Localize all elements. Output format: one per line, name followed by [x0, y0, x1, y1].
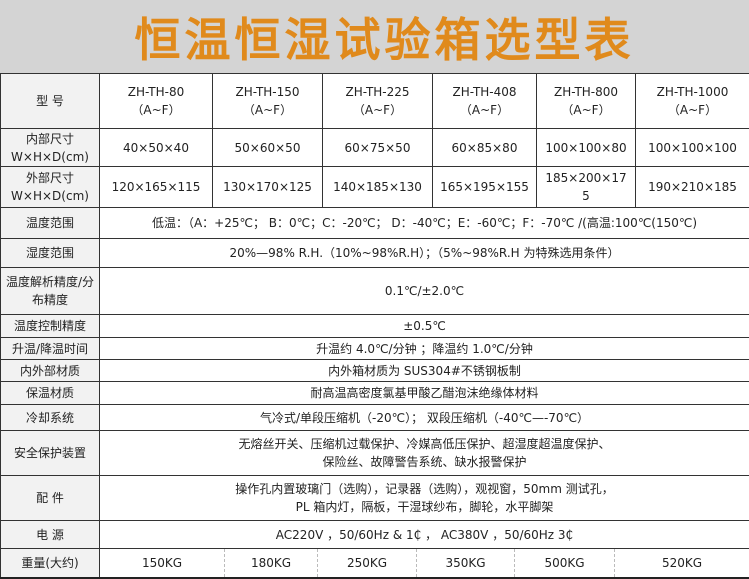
- model-sub: （A~F）: [131, 103, 181, 117]
- row-label: 安全保护装置: [0, 430, 100, 476]
- label-line: W×H×D(cm): [11, 189, 89, 203]
- spec-row: 湿度范围 20%—98% R.H.（10%~98%R.H）；（5%~98%R.H …: [0, 238, 749, 268]
- row-label: 保温材质: [0, 381, 100, 405]
- spec-row: 温度范围 低温：（A：+25℃； B：0℃；C：-20℃； D：-40℃；E：-6…: [0, 207, 749, 239]
- row-label: 内外部材质: [0, 359, 100, 382]
- title-bar: 恒温恒湿试验箱选型表: [0, 0, 749, 73]
- model-name: ZH-TH-1000: [656, 85, 729, 99]
- cell: 40×50×40: [99, 128, 213, 167]
- row-label: 温度解析精度/分布精度: [0, 267, 100, 315]
- model-sub: （A~F）: [561, 103, 611, 117]
- row-value: 无熔丝开关、压缩机过载保护、冷媒高低压保护、超湿度超温度保护、 保险丝、故障警告系…: [99, 430, 749, 476]
- outer-size-label: 外部尺寸 W×H×D(cm): [0, 166, 100, 208]
- label-line: 外部尺寸: [25, 171, 74, 185]
- model-cell: ZH-TH-80 （A~F）: [99, 73, 213, 129]
- row-label: 配 件: [0, 475, 100, 521]
- cell: 190×210×185: [635, 166, 749, 208]
- model-cell: ZH-TH-408 （A~F）: [432, 73, 537, 129]
- row-label: 升温/降温时间: [0, 337, 100, 360]
- cell: 100×100×100: [635, 128, 749, 167]
- row-value: ±0.5℃: [99, 314, 749, 338]
- spec-row: 温度解析精度/分布精度 0.1℃/±2.0℃: [0, 267, 749, 315]
- spec-row: 配 件 操作孔内置玻璃门（选购），记录器（选购），观视窗，50mm 测试孔， PL …: [0, 475, 749, 521]
- model-sub: （A~F）: [352, 103, 403, 117]
- value-line: PL 箱内灯，隔板，干湿球纱布，脚轮，水平脚架: [295, 500, 554, 514]
- cell: 100×100×80: [536, 128, 636, 167]
- row-value: 内外箱材质为 SUS304#不锈钢板制: [99, 359, 749, 382]
- weight-cell: 180KG: [224, 549, 317, 578]
- value-line: 无熔丝开关、压缩机过载保护、冷媒高低压保护、超湿度超温度保护、: [238, 437, 611, 451]
- weight-row: 重量(大约) 150KG 180KG 250KG 350KG 500KG 520…: [0, 548, 749, 578]
- outer-size-row: 外部尺寸 W×H×D(cm) 120×165×115 130×170×125 14…: [0, 166, 749, 208]
- model-name: ZH-TH-150: [235, 85, 300, 99]
- model-cell: ZH-TH-1000 （A~F）: [635, 73, 749, 129]
- spec-row: 温度控制精度 ±0.5℃: [0, 314, 749, 338]
- cell: 120×165×115: [99, 166, 213, 208]
- cell: 60×85×80: [432, 128, 537, 167]
- weight-cell: 150KG: [141, 556, 183, 571]
- model-cell: ZH-TH-225 （A~F）: [322, 73, 433, 129]
- cell: 130×170×125: [212, 166, 323, 208]
- row-value: AC220V ，50/60Hz & 1₵ ， AC380V ，50/60Hz 3…: [99, 520, 749, 549]
- cell: 165×195×155: [432, 166, 537, 208]
- weight-cell: 520KG: [614, 549, 749, 578]
- model-sub: （A~F）: [667, 103, 718, 117]
- row-label: 电 源: [0, 520, 100, 549]
- row-label: 湿度范围: [0, 238, 100, 268]
- model-row: 型 号 ZH-TH-80 （A~F） ZH-TH-150 （A~F） ZH-TH-2…: [0, 73, 749, 129]
- cell: 140×185×130: [322, 166, 433, 208]
- spec-table: 型 号 ZH-TH-80 （A~F） ZH-TH-150 （A~F） ZH-TH-2…: [0, 73, 749, 578]
- weight-cell: 350KG: [416, 549, 514, 578]
- cell: 185×200×175: [536, 166, 636, 208]
- row-label: 温度控制精度: [0, 314, 100, 338]
- row-value: 20%—98% R.H.（10%~98%R.H）；（5%~98%R.H 为特殊选…: [99, 238, 749, 268]
- model-cell: ZH-TH-800 （A~F）: [536, 73, 636, 129]
- inner-size-row: 内部尺寸 W×H×D(cm) 40×50×40 50×60×50 60×75×50…: [0, 128, 749, 167]
- spec-row: 升温/降温时间 升温约 4.0℃/分钟 ；降温约 1.0℃/分钟: [0, 337, 749, 360]
- model-label: 型 号: [0, 73, 100, 129]
- row-value: 0.1℃/±2.0℃: [99, 267, 749, 315]
- row-value: 耐高温高密度氯基甲酸乙醋泡沫绝缘体材料: [99, 381, 749, 405]
- spec-row: 冷却系统 气冷式/单段压缩机（-20℃）； 双段压缩机（-40℃—-70℃）: [0, 404, 749, 431]
- spec-row: 内外部材质 内外箱材质为 SUS304#不锈钢板制: [0, 359, 749, 382]
- model-name: ZH-TH-225: [345, 85, 410, 99]
- spec-row: 安全保护装置 无熔丝开关、压缩机过载保护、冷媒高低压保护、超湿度超温度保护、 保险丝…: [0, 430, 749, 476]
- weight-cell: 500KG: [514, 549, 614, 578]
- cell: 50×60×50: [212, 128, 323, 167]
- row-value: 操作孔内置玻璃门（选购），记录器（选购），观视窗，50mm 测试孔， PL 箱内灯…: [99, 475, 749, 521]
- inner-size-label: 内部尺寸 W×H×D(cm): [0, 128, 100, 167]
- value-line: 操作孔内置玻璃门（选购），记录器（选购），观视窗，50mm 测试孔，: [235, 482, 614, 496]
- weight-values: 150KG 180KG 250KG 350KG 500KG 520KG: [99, 548, 749, 578]
- model-name: ZH-TH-800: [553, 85, 619, 99]
- value-line: 保险丝、故障警告系统、缺水报警保护: [322, 455, 527, 469]
- page-title: 恒温恒湿试验箱选型表: [134, 12, 635, 67]
- weight-cell: 250KG: [317, 549, 416, 578]
- model-name: ZH-TH-80: [127, 85, 185, 99]
- weight-label: 重量(大约): [0, 548, 100, 578]
- cell: 60×75×50: [322, 128, 433, 167]
- bottom-border: [0, 577, 749, 579]
- row-value: 低温：（A：+25℃； B：0℃；C：-20℃； D：-40℃；E：-60℃；F…: [99, 207, 749, 239]
- row-value: 升温约 4.0℃/分钟 ；降温约 1.0℃/分钟: [99, 337, 749, 360]
- model-name: ZH-TH-408: [452, 85, 517, 99]
- model-sub: （A~F）: [459, 103, 510, 117]
- row-value: 气冷式/单段压缩机（-20℃）； 双段压缩机（-40℃—-70℃）: [99, 404, 749, 431]
- label-line: W×H×D(cm): [11, 149, 89, 164]
- spec-row: 电 源 AC220V ，50/60Hz & 1₵ ， AC380V ，50/60H…: [0, 520, 749, 549]
- model-cell: ZH-TH-150 （A~F）: [212, 73, 323, 129]
- row-label: 温度范围: [0, 207, 100, 239]
- spec-row: 保温材质 耐高温高密度氯基甲酸乙醋泡沫绝缘体材料: [0, 381, 749, 405]
- label-line: 内部尺寸: [25, 131, 74, 146]
- row-label: 冷却系统: [0, 404, 100, 431]
- model-sub: （A~F）: [242, 103, 293, 117]
